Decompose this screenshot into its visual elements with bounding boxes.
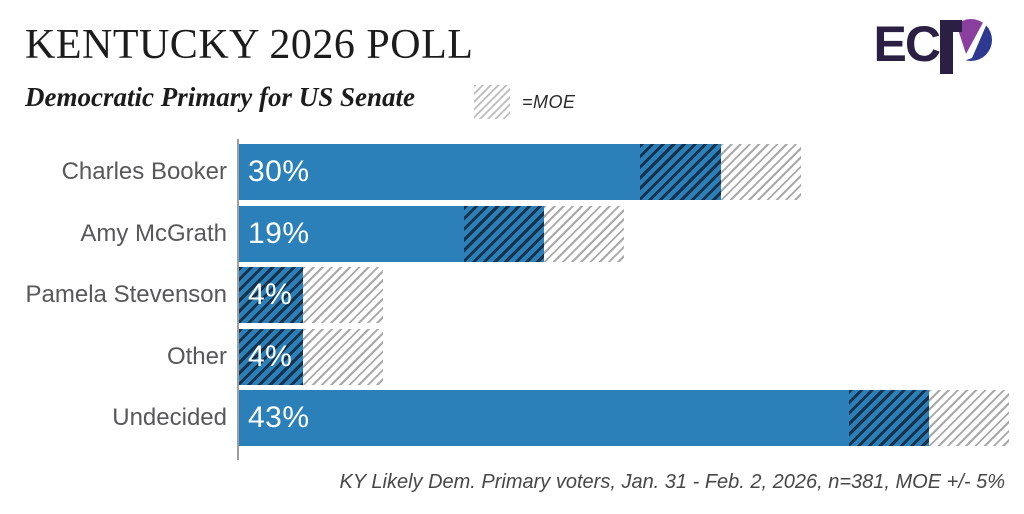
bar-area: 4% <box>239 267 1024 324</box>
chart-row: Other 4% <box>0 328 1024 385</box>
moe-legend: =MOE <box>474 85 576 119</box>
candidate-label: Amy McGrath <box>80 219 227 247</box>
candidate-label: Other <box>166 342 227 370</box>
bar-value-label: 4% <box>248 278 293 312</box>
moe-inner-hatch-segment <box>463 205 544 262</box>
moe-outer-hatch-segment <box>303 267 384 324</box>
moe-outer-hatch-segment <box>929 390 1010 447</box>
moe-legend-label: =MOE <box>522 91 576 112</box>
ecp-logo-text: EC <box>873 16 941 72</box>
ecp-logo-p-icon <box>940 16 992 79</box>
moe-outer-hatch-segment <box>543 205 625 262</box>
moe-inner-hatch-segment <box>640 144 721 200</box>
bar-value-label: 30% <box>248 155 310 188</box>
candidate-label: Charles Booker <box>61 158 227 185</box>
moe-hatch-swatch <box>474 85 510 119</box>
y-axis-line <box>237 139 239 460</box>
chart-row: Amy McGrath 19% <box>0 205 1024 262</box>
bar-value-label: 43% <box>248 401 310 435</box>
bar-area: 43% <box>239 390 1024 447</box>
moe-outer-hatch-segment <box>303 328 384 385</box>
chart-row: Pamela Stevenson 4% <box>0 267 1024 324</box>
chart-row: Undecided 43% <box>0 390 1024 447</box>
candidate-label: Undecided <box>112 404 227 432</box>
page-subtitle: Democratic Primary for US Senate <box>25 82 415 112</box>
bar-value-label: 4% <box>248 339 293 373</box>
moe-inner-hatch-segment <box>239 267 304 324</box>
moe-inner-hatch-segment <box>239 328 304 385</box>
bar-area: 30% <box>239 144 1024 200</box>
bar-area: 19% <box>239 205 1024 262</box>
ecp-logo: EC <box>874 16 992 79</box>
bar-value-label: 19% <box>248 216 310 250</box>
bar-value-segment <box>239 144 641 200</box>
bar-area: 4% <box>239 328 1024 385</box>
chart-rows: Charles Booker 30% Amy McGrath 19% Pamela St… <box>0 144 1024 452</box>
methodology-note: KY Likely Dem. Primary voters, Jan. 31 -… <box>339 471 1005 493</box>
bar-value-segment <box>239 205 464 262</box>
moe-inner-hatch-segment <box>848 390 930 447</box>
chart-row: Charles Booker 30% <box>0 144 1024 200</box>
moe-outer-hatch-segment <box>720 144 801 200</box>
candidate-label: Pamela Stevenson <box>25 281 227 309</box>
bar-value-segment <box>239 390 849 447</box>
page-title: KENTUCKY 2026 POLL <box>25 22 474 68</box>
